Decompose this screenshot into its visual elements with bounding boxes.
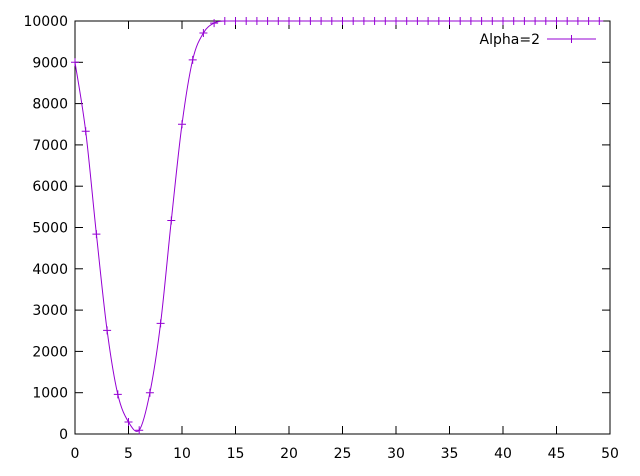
data-point-marker [274, 17, 283, 25]
x-tick-label: 20 [280, 446, 298, 462]
data-point-marker [92, 230, 101, 239]
data-point-marker [295, 17, 304, 25]
y-tick-label: 9000 [32, 55, 68, 71]
legend: Alpha=2 [480, 32, 596, 48]
y-tick-label: 5000 [32, 221, 68, 237]
data-point-marker [220, 17, 229, 25]
data-point-marker [113, 390, 122, 399]
y-tick-label: 7000 [32, 138, 68, 154]
series-line [74, 20, 600, 432]
y-tick-label: 6000 [32, 179, 68, 195]
data-point-marker [103, 326, 112, 335]
data-point-marker [445, 17, 454, 25]
data-point-marker [531, 17, 540, 25]
data-point-marker [156, 319, 165, 328]
data-point-marker [541, 17, 550, 25]
data-point-marker [563, 17, 572, 25]
legend-marker [567, 35, 576, 43]
data-point-marker [263, 17, 272, 25]
data-point-marker [81, 127, 90, 136]
x-tick-label: 30 [387, 446, 405, 462]
x-tick-label: 5 [124, 446, 133, 462]
y-tick-label: 3000 [32, 303, 68, 319]
data-point-marker [584, 17, 593, 25]
x-tick-label: 45 [548, 446, 566, 462]
data-point-marker [552, 17, 561, 25]
data-point-marker [499, 17, 507, 25]
data-point-marker [595, 17, 604, 25]
data-point-marker [349, 17, 358, 25]
data-point-marker [210, 19, 219, 28]
x-tick-label: 25 [334, 446, 352, 462]
data-point-marker [199, 28, 208, 37]
data-point-marker [413, 17, 422, 25]
data-point-marker [188, 55, 197, 64]
data-point-marker [145, 388, 154, 397]
data-point-marker [520, 17, 529, 25]
y-tick-label: 1000 [32, 386, 68, 402]
x-tick-label: 50 [601, 446, 619, 462]
y-tick-label: 2000 [32, 344, 68, 360]
data-point-marker [317, 17, 326, 25]
data-point-marker [509, 17, 518, 25]
y-tick-label: 8000 [32, 97, 68, 113]
data-point-marker [359, 17, 368, 25]
axis-tick-labels: 0 5 10 15 20 25 30 35 40 45 50 0 1000 2000 3000 4000 500… [23, 14, 618, 462]
data-point-marker [434, 17, 443, 25]
data-point-marker [338, 17, 347, 25]
data-point-marker [167, 216, 176, 225]
plot-frame [74, 20, 611, 435]
y-tick-label: 4000 [32, 262, 68, 278]
data-point-marker [456, 17, 465, 25]
y-tick-label: 10000 [23, 14, 68, 30]
data-point-marker [242, 17, 251, 25]
data-point-marker [466, 17, 475, 25]
data-point-marker [477, 17, 486, 25]
data-point-marker [135, 426, 144, 435]
data-point-marker [71, 58, 79, 67]
data-point-marker [231, 17, 240, 25]
data-point-marker [327, 17, 336, 25]
data-point-marker [178, 120, 186, 129]
x-tick-label: 15 [227, 446, 245, 462]
data-point-marker [488, 17, 497, 25]
axis-ticks [74, 20, 611, 435]
data-point-marker [306, 17, 315, 25]
x-tick-label: 10 [173, 446, 191, 462]
data-point-marker [392, 17, 400, 25]
data-point-marker [573, 17, 582, 25]
series-layer [71, 17, 604, 435]
data-point-marker [424, 17, 433, 25]
x-tick-label: 40 [494, 446, 512, 462]
x-tick-label: 0 [71, 446, 80, 462]
data-point-marker [124, 418, 133, 427]
data-point-marker [252, 17, 261, 25]
data-point-marker [285, 17, 293, 25]
data-point-marker [381, 17, 390, 25]
y-tick-label: 0 [59, 427, 68, 443]
x-tick-label: 35 [441, 446, 459, 462]
legend-label: Alpha=2 [480, 32, 540, 48]
data-point-marker [402, 17, 411, 25]
data-point-marker [370, 17, 379, 25]
